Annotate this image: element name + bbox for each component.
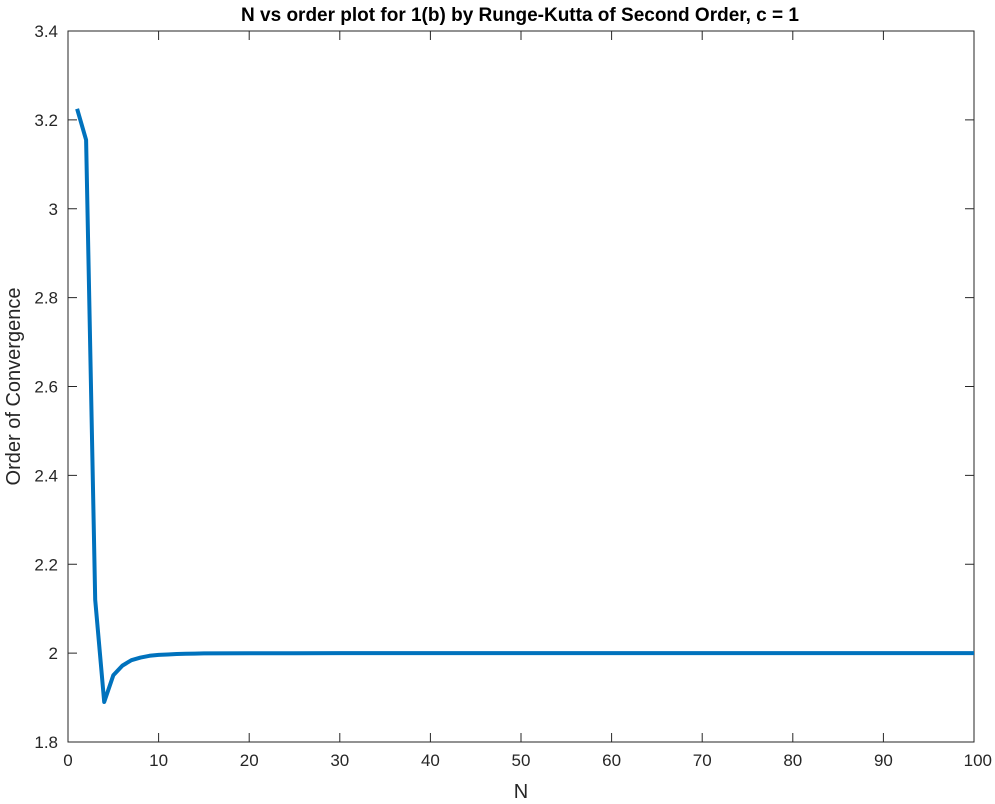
plot-frame [67,30,975,743]
x-tick-label: 80 [783,751,802,770]
y-tick-label: 1.8 [34,733,58,752]
x-tick-label: 70 [693,751,712,770]
y-tick-label: 2.4 [34,466,58,485]
y-tick-label: 3 [49,200,58,219]
x-tick-label: 40 [421,751,440,770]
series-line [75,108,974,704]
x-tick-label: 20 [240,751,259,770]
y-tick-label: 2.8 [34,289,58,308]
y-axis: 1.8 2 2.2 2.4 2.6 2.8 3 3.2 3.4 [34,22,974,752]
y-tick-label: 3.4 [34,22,58,41]
y-tick-label: 2.6 [34,378,58,397]
x-axis: 0 10 20 30 40 50 60 70 80 90 100 [63,31,992,770]
y-tick-label: 3.2 [34,111,58,130]
x-tick-label: 60 [602,751,621,770]
y-tick-label: 2 [49,644,58,663]
x-axis-label: N [514,781,528,803]
x-tick-label: 10 [149,751,168,770]
y-tick-label: 2.2 [34,555,58,574]
x-tick-label: 0 [63,751,72,770]
chart-title: N vs order plot for 1(b) by Runge-Kutta … [241,5,799,26]
y-axis-label: Order of Convergence [3,288,25,486]
x-tick-label: 90 [874,751,893,770]
x-tick-label: 100 [964,751,992,770]
x-tick-label: 30 [330,751,349,770]
x-tick-label: 50 [512,751,531,770]
